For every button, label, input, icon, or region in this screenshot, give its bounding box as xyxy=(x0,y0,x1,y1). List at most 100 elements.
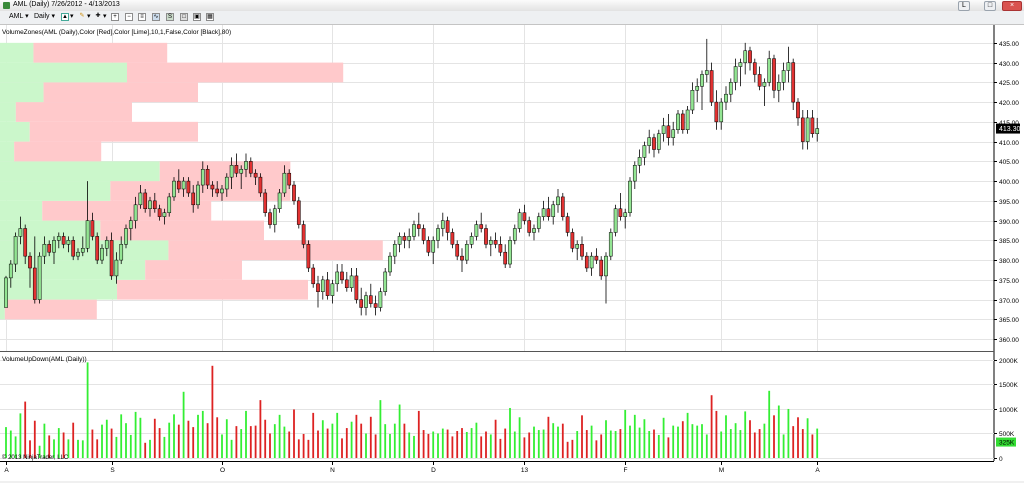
candle-down xyxy=(143,192,148,209)
chart-area[interactable]: 360.00 365.00 370.00 375.00 380.00 385.00 390.… xyxy=(0,25,1024,481)
time-tick-label: 13 xyxy=(521,467,529,474)
candle-down xyxy=(23,228,28,257)
volume-bar-up xyxy=(518,417,521,458)
candle-down xyxy=(580,244,584,257)
snapshot-icon[interactable]: ▣ xyxy=(193,13,201,21)
volume-bar-up xyxy=(777,405,780,458)
app-icon xyxy=(3,2,10,9)
volume-bar-down xyxy=(566,441,569,458)
time-axis: A S O N D 13 F M A xyxy=(4,461,820,474)
candle-down xyxy=(599,259,604,277)
volume-bar-down xyxy=(153,418,156,458)
candle-up xyxy=(8,263,13,279)
candle-up xyxy=(508,240,512,265)
zoom-out-icon[interactable]: − xyxy=(125,13,133,21)
volume-bar-up xyxy=(398,404,401,458)
indicators-icon[interactable]: ∿ xyxy=(152,13,160,21)
volume-bar-up xyxy=(470,428,473,458)
candle-up xyxy=(128,220,133,229)
volume-bar-down xyxy=(797,417,799,458)
price-tick-label: 410.00 xyxy=(999,140,1019,147)
minimize-button[interactable]: L xyxy=(958,1,970,11)
candle-down xyxy=(368,295,373,304)
candle-up xyxy=(407,236,412,241)
instrument-selector[interactable]: AML ▾ xyxy=(9,13,29,20)
volume-bar-down xyxy=(528,432,531,458)
price-tick-label: 415.00 xyxy=(999,120,1019,127)
window-title: AML (Daily) 7/26/2012 - 4/13/2013 xyxy=(13,1,120,8)
volume-bar-up xyxy=(643,419,646,458)
candle-up xyxy=(4,277,8,308)
volume-bar-up xyxy=(590,425,593,458)
volume-bar-up xyxy=(245,410,247,458)
crosshair-icon[interactable]: ✚ xyxy=(95,13,101,19)
volume-bar-down xyxy=(345,428,348,458)
strategies-icon[interactable]: S xyxy=(166,13,174,21)
volume-bar-down xyxy=(355,414,358,458)
dropdown-icon[interactable]: ▾ xyxy=(70,13,74,20)
volume-bar-up xyxy=(149,439,151,458)
volume-bar-down xyxy=(681,421,684,458)
candle-up xyxy=(335,271,340,285)
candle-down xyxy=(594,255,599,261)
volume-bars xyxy=(5,362,819,458)
candle-up xyxy=(488,240,493,245)
candle-up xyxy=(781,70,786,83)
candle-down xyxy=(460,255,464,261)
volume-bar-down xyxy=(801,429,804,458)
pencil-icon[interactable]: ✎ xyxy=(79,13,85,19)
candle-up xyxy=(162,212,167,217)
volume-bar-down xyxy=(235,426,238,458)
maximize-button[interactable]: □ xyxy=(984,1,996,11)
candle-down xyxy=(791,62,796,103)
data-box-icon[interactable]: □ xyxy=(180,13,188,21)
candle-down xyxy=(421,228,426,241)
candle-down xyxy=(445,220,450,233)
properties-icon[interactable]: ≡ xyxy=(138,13,146,21)
volume-bar-up xyxy=(787,408,790,458)
volume-bar-down xyxy=(451,436,454,458)
volume-bar-up xyxy=(168,422,171,458)
bar-type-icon[interactable]: ▲ xyxy=(61,13,69,21)
volume-bar-up xyxy=(413,435,415,458)
candle-up xyxy=(104,240,109,249)
candle-down xyxy=(263,192,268,213)
candle-up xyxy=(277,192,282,209)
zoom-in-icon[interactable]: + xyxy=(111,13,119,21)
volume-zone-up xyxy=(0,121,30,142)
price-tick-label: 405.00 xyxy=(999,159,1019,166)
volume-bar-up xyxy=(782,434,785,458)
candle-up xyxy=(181,180,186,190)
candle-up xyxy=(397,236,402,245)
candle-up xyxy=(676,113,680,130)
volume-zone-down xyxy=(14,141,102,162)
volume-zone-down xyxy=(110,181,291,201)
dropdown-icon[interactable]: ▾ xyxy=(103,13,107,20)
close-button[interactable]: × xyxy=(1002,1,1022,11)
volume-bar-up xyxy=(5,427,7,458)
candle-up xyxy=(320,279,325,292)
candle-up xyxy=(512,228,517,241)
candle-down xyxy=(546,208,551,217)
dropdown-icon[interactable]: ▾ xyxy=(87,13,91,20)
volume-bar-down xyxy=(547,416,550,458)
volume-zone-down xyxy=(100,220,264,241)
chart-svg[interactable]: 360.00 365.00 370.00 375.00 380.00 385.00 390.… xyxy=(0,25,1024,481)
candle-down xyxy=(709,70,714,103)
time-tick-label: S xyxy=(110,467,115,474)
volume-bar-down xyxy=(749,420,751,458)
volume-bar-up xyxy=(379,400,382,458)
candle-up xyxy=(556,196,560,206)
volume-zone-up xyxy=(0,161,160,182)
volume-bar-up xyxy=(129,434,132,458)
candle-up xyxy=(388,255,392,273)
interval-selector[interactable]: Daily ▾ xyxy=(34,13,56,20)
volume-bar-up xyxy=(648,431,651,458)
display-icon[interactable]: ▦ xyxy=(206,13,214,21)
chart-toolbar: AML ▾ Daily ▾ ▲ ▾ ✎ ▾ ✚ ▾ + − ≡ ∿ S □ ▣ … xyxy=(0,11,1024,25)
candle-up xyxy=(80,248,85,253)
candle-up xyxy=(196,184,200,206)
candle-down xyxy=(253,172,258,178)
volume-bar-up xyxy=(552,423,555,458)
candle-down xyxy=(522,212,527,221)
